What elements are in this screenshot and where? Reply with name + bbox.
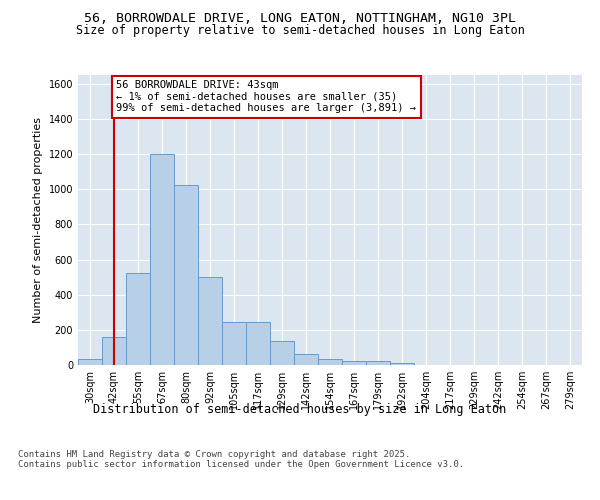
Text: Contains HM Land Registry data © Crown copyright and database right 2025.
Contai: Contains HM Land Registry data © Crown c…	[18, 450, 464, 469]
Text: Size of property relative to semi-detached houses in Long Eaton: Size of property relative to semi-detach…	[76, 24, 524, 37]
Bar	[198, 277, 222, 365]
Bar	[246, 322, 270, 365]
Bar	[390, 363, 414, 365]
Bar	[102, 337, 126, 365]
Bar	[222, 322, 246, 365]
Text: Distribution of semi-detached houses by size in Long Eaton: Distribution of semi-detached houses by …	[94, 402, 506, 415]
Bar	[342, 360, 366, 365]
Bar	[126, 272, 150, 365]
Bar	[174, 185, 198, 365]
Bar	[294, 354, 318, 365]
Text: 56, BORROWDALE DRIVE, LONG EATON, NOTTINGHAM, NG10 3PL: 56, BORROWDALE DRIVE, LONG EATON, NOTTIN…	[84, 12, 516, 26]
Bar	[150, 154, 174, 365]
Y-axis label: Number of semi-detached properties: Number of semi-detached properties	[33, 117, 43, 323]
Text: 56 BORROWDALE DRIVE: 43sqm
← 1% of semi-detached houses are smaller (35)
99% of : 56 BORROWDALE DRIVE: 43sqm ← 1% of semi-…	[116, 80, 416, 114]
Bar	[366, 362, 390, 365]
Bar	[318, 359, 342, 365]
Bar	[78, 359, 102, 365]
Bar	[270, 342, 294, 365]
